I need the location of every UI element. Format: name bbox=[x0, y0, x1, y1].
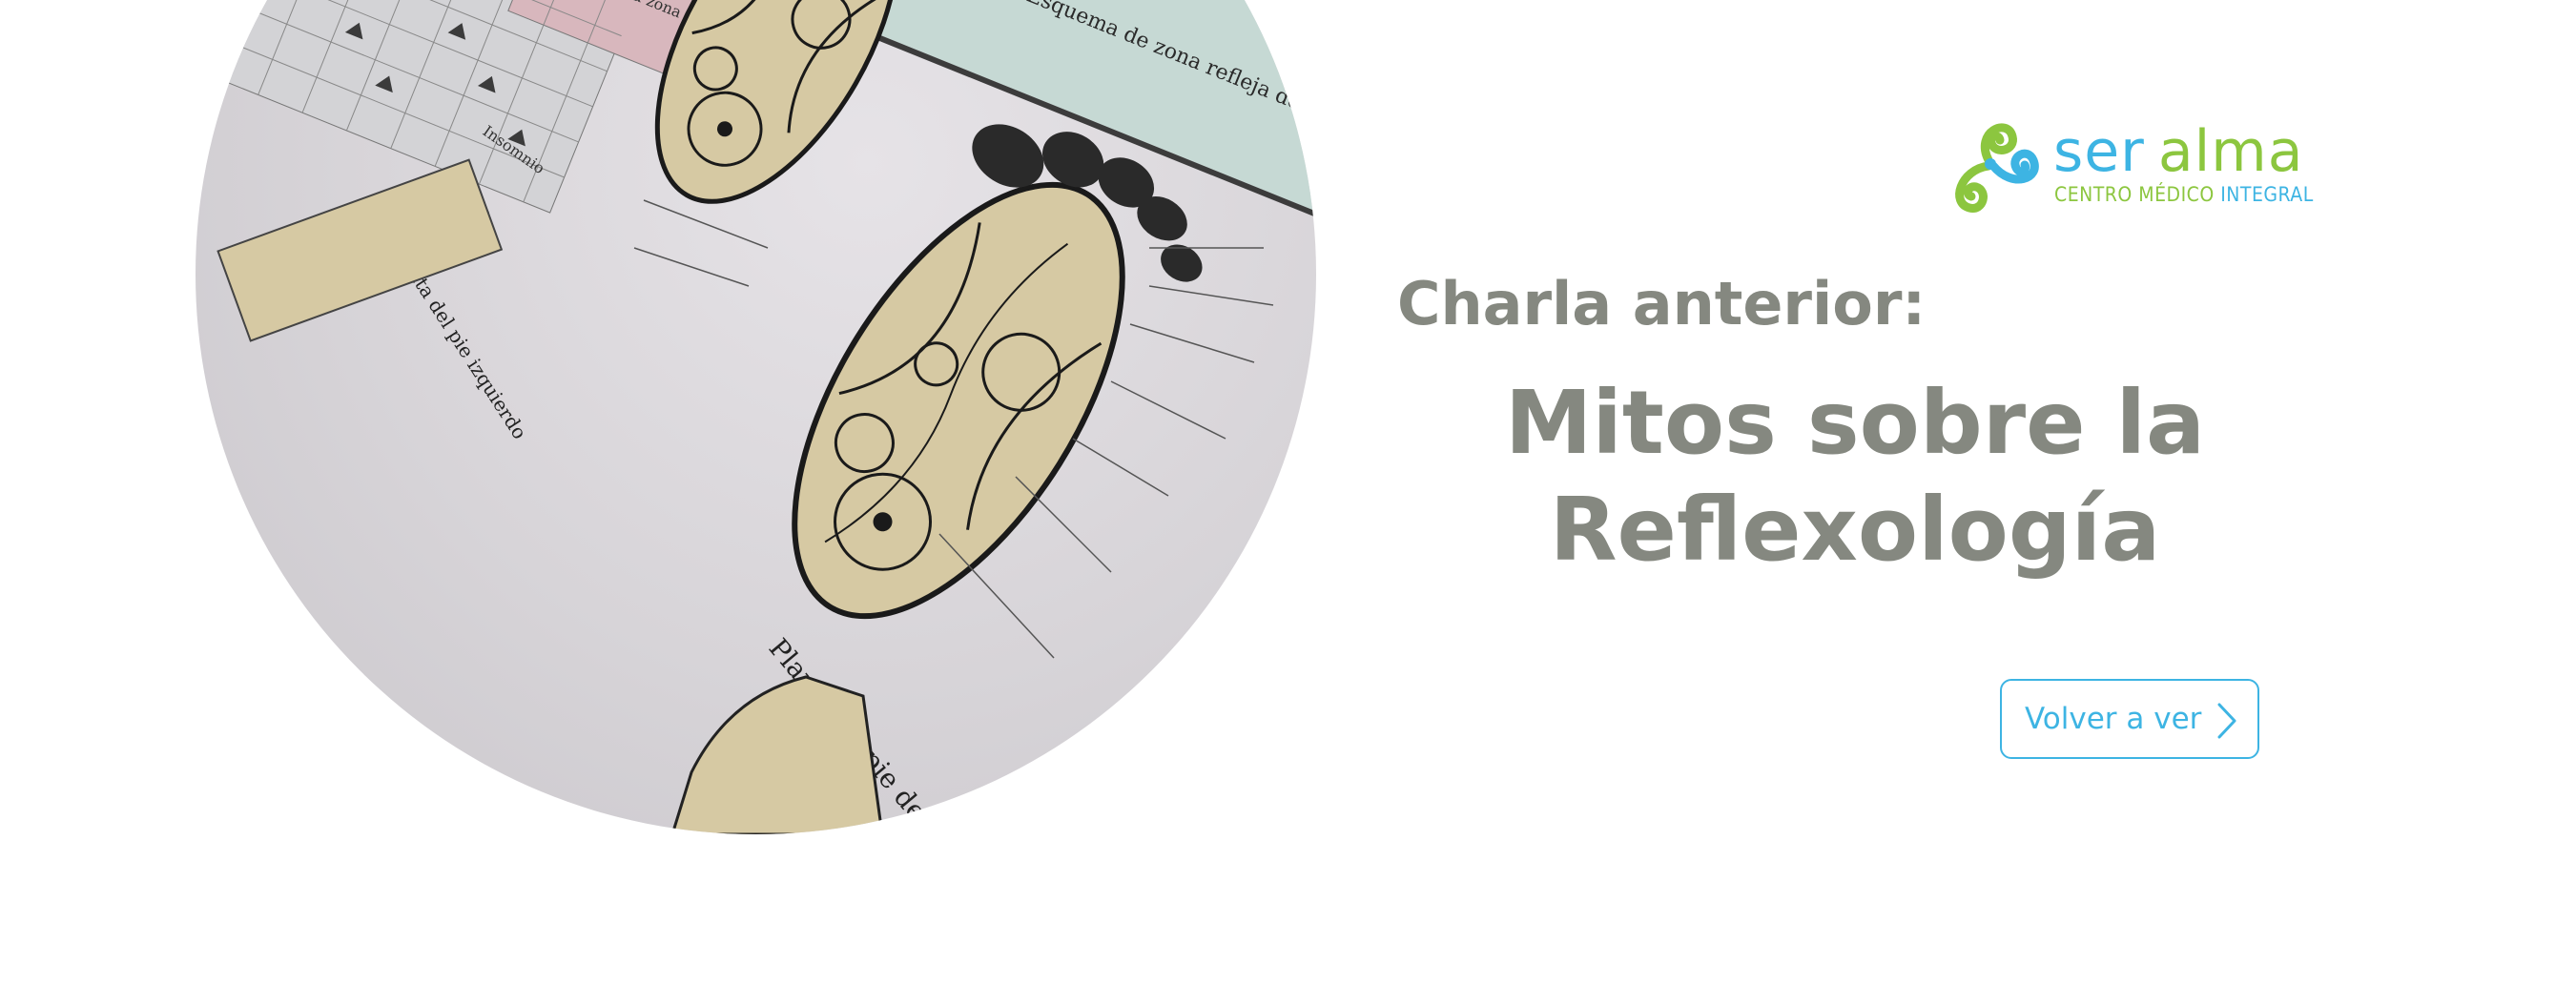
logo-subtitle: CENTRO MÉDICO INTEGRAL bbox=[2054, 183, 2314, 206]
foot-chart-illustration: Eliminación de fatiga Irritación postope… bbox=[196, 0, 1316, 834]
triskele-logo-icon bbox=[1936, 113, 2041, 217]
talk-title: Mitos sobre la Reflexología bbox=[1450, 370, 2260, 584]
chevron-right-icon bbox=[2215, 702, 2238, 740]
talk-title-line-2: Reflexología bbox=[1450, 477, 2260, 584]
seralma-logo[interactable]: ser alma CENTRO MÉDICO INTEGRAL bbox=[1936, 113, 2298, 217]
leg-fragment bbox=[218, 160, 502, 341]
watch-again-button-label: Volver a ver bbox=[2025, 702, 2201, 736]
right-foot-diagram bbox=[723, 82, 1233, 680]
previous-talk-kicker: Charla anterior: bbox=[1397, 269, 1926, 338]
logo-wordmark: ser alma bbox=[2053, 118, 2304, 185]
foot-chart-photo: Eliminación de fatiga Irritación postope… bbox=[196, 0, 1316, 834]
watch-again-button[interactable]: Volver a ver bbox=[2000, 679, 2259, 759]
talk-title-line-1: Mitos sobre la bbox=[1450, 370, 2260, 477]
